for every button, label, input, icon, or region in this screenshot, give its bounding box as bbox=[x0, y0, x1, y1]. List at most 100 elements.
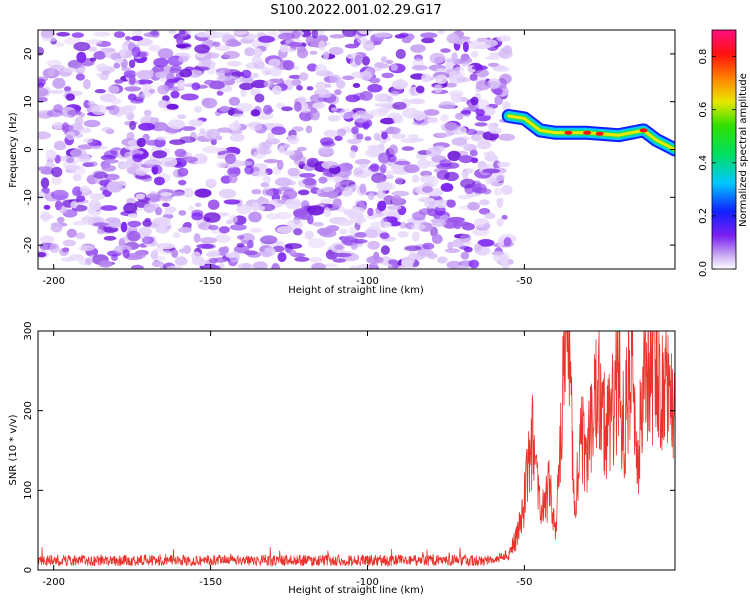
noise-blob bbox=[73, 41, 91, 52]
noise-blob bbox=[460, 233, 472, 243]
noise-blob bbox=[401, 259, 414, 268]
heatmap-x-axis: -200 -150 -100 -50 bbox=[42, 30, 533, 287]
noise-blob bbox=[87, 100, 96, 107]
noise-blob bbox=[440, 48, 451, 53]
noise-blob bbox=[444, 122, 458, 131]
noise-blob bbox=[59, 247, 69, 257]
noise-blob bbox=[448, 90, 464, 97]
noise-blob bbox=[287, 134, 300, 145]
noise-blob bbox=[276, 226, 293, 234]
snr-y-axis: 0 100 200 300 bbox=[23, 321, 675, 573]
noise-blob bbox=[127, 213, 138, 218]
noise-blob bbox=[360, 163, 368, 169]
noise-blob bbox=[329, 74, 341, 84]
x-tick-label: -200 bbox=[42, 577, 65, 588]
noise-blob bbox=[177, 167, 189, 177]
noise-blob bbox=[390, 63, 398, 71]
noise-blob bbox=[154, 206, 163, 216]
noise-blob bbox=[67, 109, 82, 116]
noise-blob bbox=[251, 55, 262, 64]
noise-blob bbox=[127, 93, 137, 101]
noise-blob bbox=[320, 198, 334, 205]
noise-blob bbox=[377, 200, 387, 212]
noise-blob bbox=[193, 153, 208, 165]
noise-blob bbox=[394, 160, 411, 166]
heatmap-panel: -200 -150 -100 -50 20 10 0 -10 -20 Height of st… bbox=[8, 29, 676, 296]
noise-blob bbox=[433, 84, 443, 94]
noise-blob bbox=[367, 207, 374, 217]
noise-blob bbox=[103, 150, 119, 159]
noise-blob bbox=[422, 242, 435, 250]
noise-blob bbox=[171, 249, 179, 258]
noise-blob bbox=[437, 256, 448, 264]
noise-blob bbox=[114, 58, 124, 64]
noise-blob bbox=[107, 85, 120, 94]
noise-blob bbox=[136, 70, 154, 80]
noise-blob bbox=[83, 79, 91, 90]
noise-blob bbox=[392, 114, 404, 124]
noise-blob bbox=[229, 224, 247, 231]
noise-blob bbox=[388, 259, 398, 265]
noise-blob bbox=[65, 93, 76, 101]
snr-xlabel: Height of straight line (km) bbox=[288, 585, 424, 596]
noise-blob bbox=[287, 167, 300, 177]
noise-blob bbox=[502, 101, 511, 112]
noise-blob bbox=[251, 72, 259, 79]
noise-blob bbox=[250, 109, 261, 117]
noise-blob bbox=[348, 226, 358, 236]
noise-blob bbox=[243, 250, 258, 256]
noise-blob bbox=[374, 93, 391, 102]
noise-blob bbox=[157, 84, 169, 95]
y-tick-label: 200 bbox=[23, 401, 34, 420]
noise-blob bbox=[125, 255, 143, 260]
noise-blob bbox=[463, 246, 473, 253]
noise-blob bbox=[138, 226, 152, 237]
noise-blob bbox=[461, 222, 475, 231]
noise-blob bbox=[380, 163, 387, 174]
noise-blob bbox=[352, 83, 361, 88]
noise-blob bbox=[318, 176, 328, 184]
noise-blob bbox=[305, 125, 313, 134]
noise-blob bbox=[272, 85, 282, 95]
noise-blob bbox=[123, 202, 138, 214]
noise-blob bbox=[349, 184, 360, 190]
noise-blob bbox=[413, 110, 426, 121]
noise-blob bbox=[88, 199, 102, 211]
noise-blob bbox=[168, 30, 177, 35]
noise-blob bbox=[193, 106, 203, 113]
noise-blob bbox=[148, 44, 162, 52]
noise-blob bbox=[288, 249, 297, 256]
noise-blob bbox=[470, 96, 479, 106]
noise-blob bbox=[431, 234, 443, 244]
noise-blob bbox=[311, 262, 326, 269]
noise-blob bbox=[453, 66, 465, 72]
noise-blob bbox=[498, 85, 507, 90]
noise-blob bbox=[474, 243, 482, 252]
noise-blob bbox=[370, 77, 381, 83]
noise-blob bbox=[407, 134, 419, 139]
snr-frame bbox=[37, 330, 676, 571]
noise-blob bbox=[166, 103, 179, 110]
noise-blob bbox=[352, 113, 360, 120]
noise-blob bbox=[93, 171, 108, 179]
noise-blob bbox=[119, 49, 126, 58]
noise-blob bbox=[124, 151, 133, 162]
noise-blob bbox=[153, 57, 169, 68]
noise-blob bbox=[455, 112, 464, 120]
noise-blob bbox=[157, 242, 175, 250]
noise-blob bbox=[145, 139, 160, 146]
noise-blob bbox=[72, 186, 83, 197]
noise-blob bbox=[199, 128, 206, 134]
noise-blob bbox=[42, 36, 57, 42]
noise-blob bbox=[315, 81, 328, 91]
noise-blob bbox=[153, 176, 165, 186]
noise-blob bbox=[106, 181, 123, 193]
noise-blob bbox=[472, 183, 487, 195]
noise-blob bbox=[170, 90, 180, 99]
noise-blob bbox=[339, 228, 348, 235]
noise-blob bbox=[381, 72, 394, 79]
noise-blob bbox=[496, 35, 511, 42]
noise-blob bbox=[188, 119, 204, 127]
noise-blob bbox=[344, 185, 352, 196]
noise-blob bbox=[144, 217, 151, 223]
